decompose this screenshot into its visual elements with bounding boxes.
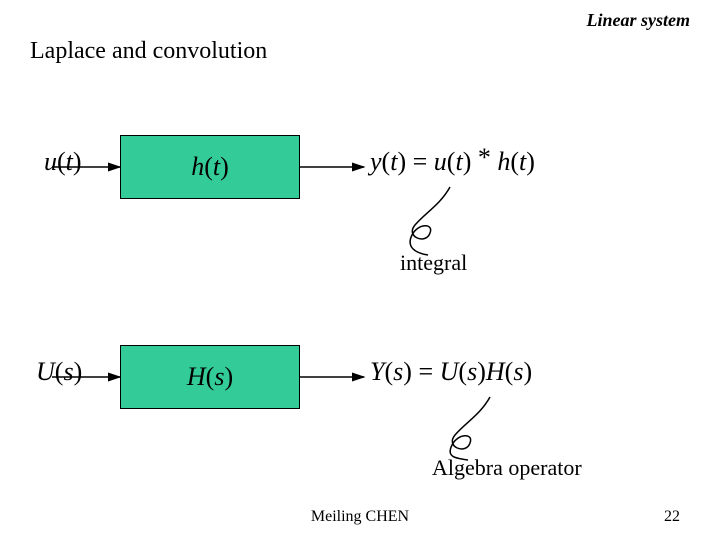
d2-annotation: Algebra operator: [432, 455, 582, 481]
d2-loop-arrow: [0, 0, 720, 540]
